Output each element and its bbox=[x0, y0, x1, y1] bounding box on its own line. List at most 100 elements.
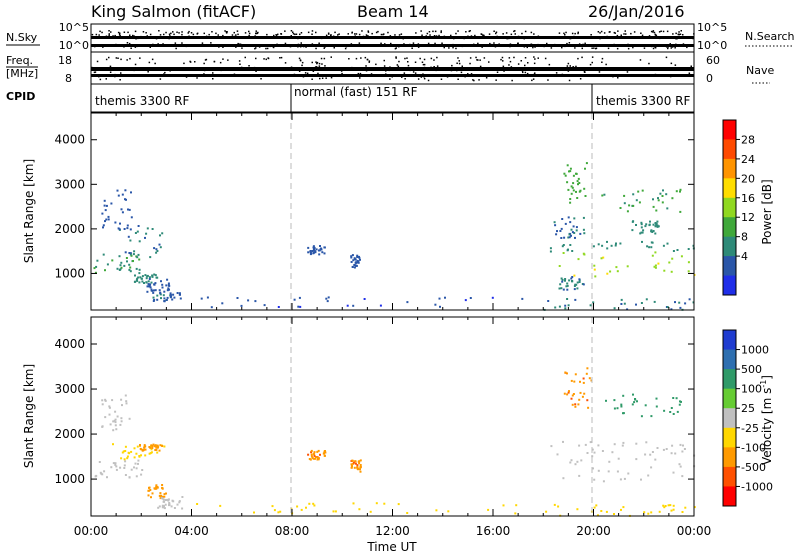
heatmap-cell bbox=[93, 267, 96, 270]
status-sample bbox=[543, 45, 545, 48]
heatmap-cell bbox=[597, 444, 600, 447]
status-sample bbox=[222, 34, 224, 37]
status-sample bbox=[364, 56, 367, 59]
heatmap-cell bbox=[570, 234, 572, 237]
status-sample bbox=[129, 57, 131, 60]
heatmap-cell bbox=[674, 452, 677, 455]
heatmap-cell bbox=[107, 218, 110, 221]
status-sample bbox=[312, 70, 315, 72]
heatmap-cell bbox=[439, 305, 441, 308]
heatmap-cell bbox=[110, 202, 113, 205]
heatmap-cell bbox=[406, 512, 409, 514]
status-sample bbox=[493, 30, 495, 32]
status-sample bbox=[667, 75, 670, 77]
status-sample bbox=[512, 68, 515, 70]
status-sample bbox=[567, 70, 570, 72]
heatmap-cell bbox=[159, 293, 162, 296]
heatmap-cell bbox=[664, 505, 667, 507]
heatmap-cell bbox=[670, 270, 673, 273]
status-sample bbox=[317, 72, 319, 75]
status-sample bbox=[422, 73, 424, 75]
x-axis-tick-labels: 00:00 04:00 08:00 12:00 16:00 20:00 00:00 bbox=[74, 524, 712, 538]
heatmap-cell bbox=[577, 403, 580, 406]
heatmap-cell bbox=[312, 452, 315, 455]
heatmap-cell bbox=[346, 304, 349, 307]
heatmap-cell bbox=[143, 445, 146, 448]
heatmap-cell bbox=[661, 201, 664, 204]
heatmap-cell bbox=[623, 202, 626, 205]
status-sample bbox=[395, 57, 397, 59]
status-sample bbox=[569, 66, 571, 69]
heatmap-cell bbox=[138, 268, 141, 271]
status-sample bbox=[290, 35, 292, 37]
heatmap-cell bbox=[350, 255, 353, 258]
colorbar-swatch bbox=[723, 466, 736, 487]
status-sample bbox=[315, 66, 318, 68]
heatmap-cell bbox=[666, 207, 669, 210]
heatmap-cell bbox=[613, 513, 615, 515]
status-sample bbox=[164, 71, 166, 74]
status-sample bbox=[185, 76, 188, 78]
heatmap-cell bbox=[640, 478, 642, 481]
status-sample bbox=[577, 31, 579, 34]
status-sample bbox=[420, 30, 422, 32]
status-sample bbox=[265, 58, 267, 61]
heatmap-cell bbox=[312, 252, 315, 255]
status-sample bbox=[403, 43, 405, 45]
heatmap-cell bbox=[354, 264, 357, 267]
status-sample bbox=[222, 58, 224, 60]
heatmap-cell bbox=[553, 503, 556, 506]
heatmap-cell bbox=[159, 492, 162, 495]
heatmap-cell bbox=[119, 268, 122, 271]
heatmap-cell bbox=[155, 487, 158, 490]
heatmap-cell bbox=[662, 504, 665, 507]
heatmap-cell bbox=[623, 194, 626, 197]
status-sample bbox=[119, 32, 121, 34]
heatmap-cell bbox=[358, 508, 361, 511]
heatmap-cell bbox=[99, 471, 102, 474]
heatmap-cell bbox=[559, 230, 562, 232]
heatmap-cell bbox=[354, 462, 357, 465]
status-sample bbox=[241, 45, 243, 47]
status-sample bbox=[477, 42, 479, 45]
heatmap-cell bbox=[128, 417, 131, 420]
status-sample bbox=[620, 34, 622, 36]
heatmap-cell bbox=[114, 410, 117, 413]
heatmap-cell bbox=[572, 174, 575, 177]
heatmap-cell bbox=[124, 450, 127, 452]
heatmap-cell bbox=[324, 450, 326, 452]
status-sample bbox=[417, 78, 420, 80]
heatmap-cell bbox=[582, 216, 585, 219]
heatmap-cell bbox=[619, 242, 622, 245]
status-sample bbox=[293, 73, 296, 76]
status-sample bbox=[420, 76, 423, 78]
status-sample bbox=[394, 75, 396, 77]
status-sample bbox=[328, 67, 330, 69]
status-sample bbox=[567, 62, 570, 65]
status-sample bbox=[617, 30, 619, 32]
heatmap-cell bbox=[106, 263, 109, 266]
status-sample bbox=[112, 35, 114, 37]
heatmap-cell bbox=[586, 367, 589, 370]
heatmap-cell bbox=[149, 446, 152, 449]
heatmap-cell bbox=[312, 246, 315, 249]
status-sample bbox=[682, 43, 685, 45]
status-sample bbox=[601, 61, 603, 63]
status-sample bbox=[650, 30, 653, 33]
status-sample bbox=[187, 32, 189, 34]
status-sample bbox=[463, 37, 465, 40]
heatmap-cell bbox=[156, 276, 159, 279]
heatmap-cell bbox=[116, 267, 119, 270]
status-sample bbox=[523, 37, 525, 40]
status-sample bbox=[675, 43, 677, 46]
heatmap-cell bbox=[152, 443, 155, 446]
status-sample bbox=[423, 76, 425, 78]
status-sample bbox=[641, 34, 644, 37]
heatmap-cell bbox=[601, 244, 604, 247]
station-title: King Salmon (fitACF) bbox=[91, 2, 256, 21]
status-sample bbox=[169, 70, 171, 72]
status-sample bbox=[380, 42, 382, 45]
heatmap-cell bbox=[659, 192, 662, 195]
status-sample bbox=[341, 72, 343, 75]
